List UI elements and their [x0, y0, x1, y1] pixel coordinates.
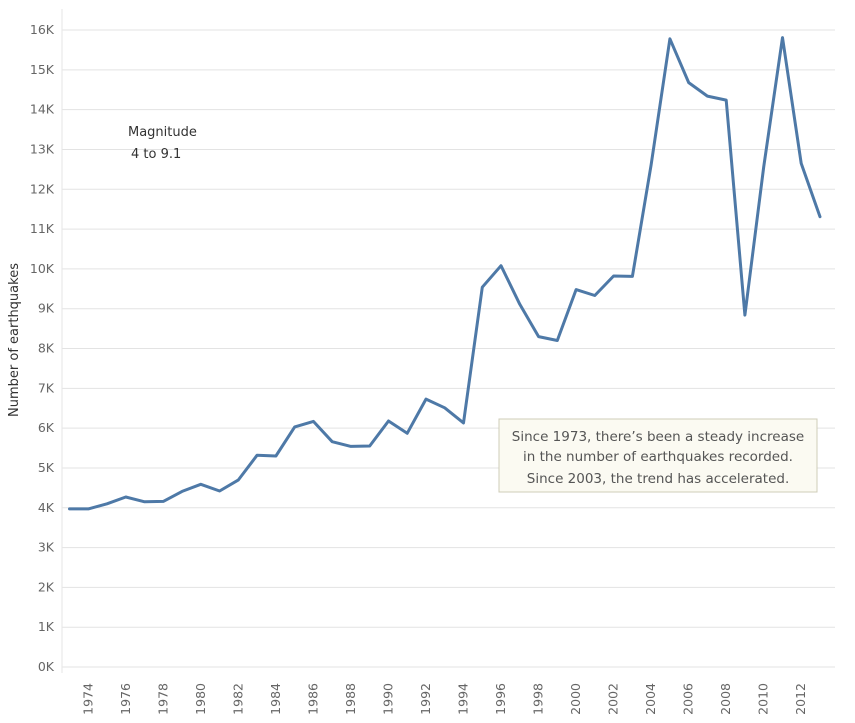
y-tick-label: 9K — [38, 301, 55, 316]
x-tick-label: 2006 — [681, 683, 696, 715]
annotation-background — [498, 418, 818, 493]
y-tick-label: 10K — [30, 261, 55, 276]
x-tick-label: 1994 — [456, 683, 471, 715]
y-tick-label: 11K — [30, 221, 55, 236]
legend-title: Magnitude — [128, 125, 197, 140]
y-tick-label: 16K — [30, 22, 55, 37]
y-axis-tick-labels: 0K 1K 2K 3K 4K 5K 6K 7K 8K 9K 10K 11K 12K 13K 14K 15K 16… — [30, 22, 55, 674]
y-tick-label: 14K — [30, 102, 55, 117]
y-tick-label: 6K — [38, 420, 55, 435]
annotation-line-1: Since 1973, there’s been a steady increa… — [512, 429, 804, 445]
y-tick-label: 3K — [38, 540, 55, 555]
y-tick-label: 1K — [38, 619, 55, 634]
annotation-line-2: in the number of earthquakes recorded. — [523, 449, 793, 465]
y-tick-label: 15K — [30, 62, 55, 77]
x-axis-tick-labels: 1974 1976 1978 1980 1982 1984 1986 1988 1990 1992… — [80, 683, 808, 715]
x-tick-label: 2012 — [793, 683, 808, 715]
series-line — [68, 36, 822, 511]
x-tick-label: 1992 — [418, 683, 433, 715]
x-tick-label: 1984 — [268, 683, 283, 715]
x-tick-label: 2010 — [756, 683, 771, 715]
x-tick-label: 1986 — [305, 683, 320, 715]
x-tick-label: 1998 — [531, 683, 546, 715]
y-tick-label: 0K — [38, 659, 55, 674]
x-tick-label: 2008 — [718, 683, 733, 715]
y-tick-label: 8K — [38, 341, 55, 356]
x-tick-label: 2002 — [606, 683, 621, 715]
legend: Magnitude 4 to 9.1 — [128, 125, 197, 162]
x-tick-label: 1990 — [380, 683, 395, 715]
x-tick-label: 1996 — [493, 683, 508, 715]
x-tick-label: 1974 — [80, 683, 95, 715]
y-tick-label: 13K — [30, 141, 55, 156]
x-tick-label: 1976 — [118, 683, 133, 715]
x-tick-label: 1978 — [155, 683, 170, 715]
x-tick-label: 2004 — [643, 683, 658, 715]
gridlines — [61, 9, 835, 673]
y-tick-label: 7K — [38, 380, 55, 395]
x-tick-label: 1988 — [343, 683, 358, 715]
annotation-box: Since 1973, there’s been a steady increa… — [498, 418, 818, 493]
y-tick-label: 12K — [30, 181, 55, 196]
x-tick-label: 1982 — [230, 683, 245, 715]
y-axis-title: Number of earthquakes — [7, 263, 22, 417]
x-tick-label: 1980 — [193, 683, 208, 715]
x-tick-label: 2000 — [568, 683, 583, 715]
annotation-line-3: Since 2003, the trend has accelerated. — [527, 471, 789, 487]
series-layer — [68, 36, 822, 511]
y-tick-label: 4K — [38, 500, 55, 515]
y-tick-label: 5K — [38, 460, 55, 475]
legend-value: 4 to 9.1 — [131, 147, 181, 162]
y-tick-label: 2K — [38, 579, 55, 594]
